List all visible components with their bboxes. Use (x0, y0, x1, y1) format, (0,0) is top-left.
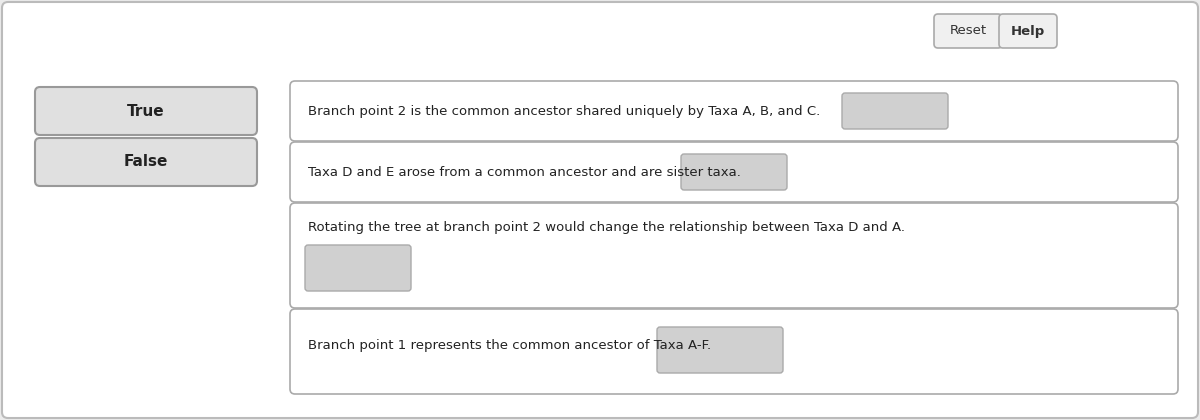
FancyBboxPatch shape (934, 14, 1002, 48)
FancyBboxPatch shape (35, 138, 257, 186)
Text: Reset: Reset (949, 24, 986, 37)
FancyBboxPatch shape (290, 81, 1178, 141)
Text: False: False (124, 155, 168, 170)
FancyBboxPatch shape (658, 327, 784, 373)
Text: Branch point 1 represents the common ancestor of Taxa A-F.: Branch point 1 represents the common anc… (308, 339, 712, 352)
Text: True: True (127, 103, 164, 118)
FancyBboxPatch shape (290, 203, 1178, 308)
FancyBboxPatch shape (290, 142, 1178, 202)
Text: Taxa D and E arose from a common ancestor and are sister taxa.: Taxa D and E arose from a common ancesto… (308, 165, 740, 178)
FancyBboxPatch shape (998, 14, 1057, 48)
Text: Branch point 2 is the common ancestor shared uniquely by Taxa A, B, and C.: Branch point 2 is the common ancestor sh… (308, 105, 821, 118)
Text: Help: Help (1010, 24, 1045, 37)
FancyBboxPatch shape (682, 154, 787, 190)
FancyBboxPatch shape (290, 309, 1178, 394)
Text: Rotating the tree at branch point 2 would change the relationship between Taxa D: Rotating the tree at branch point 2 woul… (308, 221, 905, 234)
FancyBboxPatch shape (842, 93, 948, 129)
FancyBboxPatch shape (305, 245, 410, 291)
FancyBboxPatch shape (35, 87, 257, 135)
